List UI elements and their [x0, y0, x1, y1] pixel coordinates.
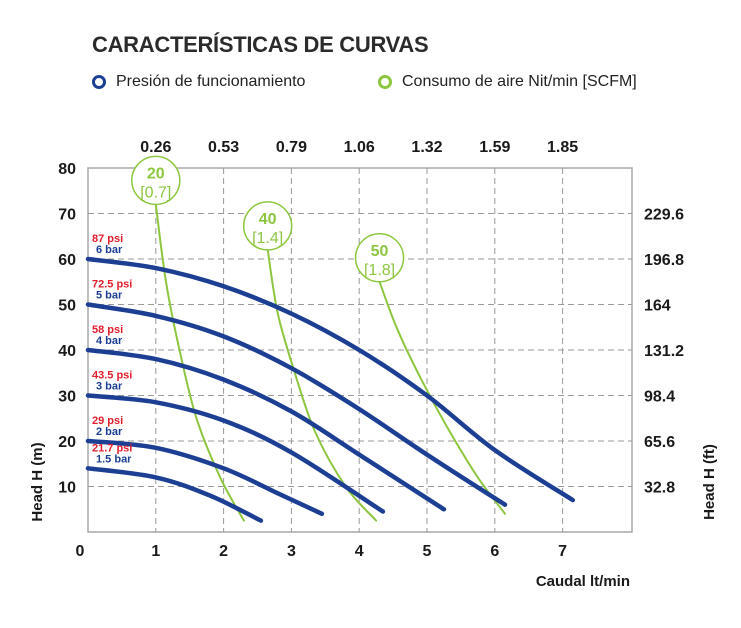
air-bubble-sublabel: [1.8] — [364, 262, 395, 279]
pressure-curve-6bar — [85, 256, 576, 503]
pressure-curve-5bar — [85, 302, 508, 507]
pressure-psi-label: 87 psi — [92, 233, 123, 245]
pressure-bar-label: 3 bar — [96, 381, 123, 393]
pressure-psi-label: 72.5 psi — [92, 279, 132, 291]
air-bubble-label: 20 — [147, 165, 165, 182]
right-tick-label: 65.6 — [644, 434, 675, 451]
right-tick-label: 164 — [644, 298, 671, 315]
top-tick-label: 1.85 — [547, 139, 578, 156]
y-tick-label: 40 — [58, 343, 76, 360]
pressure-psi-label: 29 psi — [92, 415, 123, 427]
pressure-curve-4bar — [85, 347, 447, 512]
air-bubble-label: 50 — [371, 243, 389, 260]
top-tick-label: 0.53 — [208, 139, 239, 156]
y-tick-label: 50 — [58, 298, 76, 315]
x-tick-label: 1 — [151, 543, 160, 560]
y2-axis-label: Head H (ft) — [701, 444, 718, 520]
y-tick-label: 70 — [58, 207, 76, 224]
x-tick-label: 0 — [76, 543, 85, 560]
pressure-curve-3bar — [85, 393, 386, 514]
y-tick-label: 10 — [58, 480, 76, 497]
y-tick-label: 80 — [58, 161, 76, 178]
pressure-curve-2bar — [85, 438, 325, 517]
pressure-bar-label: 6 bar — [96, 244, 123, 256]
pressure-curve-1.5bar — [85, 466, 264, 523]
legend-label-pressure: Presión de funcionamiento — [116, 73, 306, 90]
air-bubble-sublabel: [0.7] — [140, 184, 171, 201]
pressure-bar-label: 1.5 bar — [96, 453, 132, 465]
y-tick-label: 30 — [58, 389, 76, 406]
pressure-bar-label: 5 bar — [96, 290, 123, 302]
pressure-bar-label: 4 bar — [96, 335, 123, 347]
right-tick-label: 229.6 — [644, 207, 684, 224]
pressure-psi-label: 21.7 psi — [92, 442, 132, 454]
blue-ring-icon — [92, 75, 106, 89]
right-tick-label: 196.8 — [644, 252, 684, 269]
legend-item-pressure: Presión de funcionamiento — [92, 70, 305, 94]
green-ring-icon — [378, 75, 392, 89]
y-tick-label: 60 — [58, 252, 76, 269]
air-bubble — [242, 201, 293, 251]
right-tick-label: 98.4 — [644, 389, 675, 406]
x-tick-label: 2 — [219, 543, 228, 560]
x-tick-label: 7 — [558, 543, 567, 560]
x-tick-label: 6 — [490, 543, 499, 560]
legend-label-air: Consumo de aire Nit/min [SCFM] — [402, 73, 637, 90]
top-tick-label: 0.26 — [140, 139, 171, 156]
top-tick-label: 1.59 — [479, 139, 510, 156]
top-tick-label: 1.06 — [344, 139, 375, 156]
y-tick-label: 20 — [58, 434, 76, 451]
grid-lines — [88, 168, 632, 532]
x-tick-label: 5 — [423, 543, 432, 560]
x-axis-label: Caudal lt/min — [536, 573, 630, 590]
air-bubble — [354, 233, 405, 283]
pressure-bar-label: 2 bar — [96, 426, 123, 438]
pressure-psi-label: 58 psi — [92, 324, 123, 336]
chart-title: CARACTERÍSTICAS DE CURVAS — [92, 32, 429, 57]
air-bubble — [131, 155, 181, 206]
air-bubble-label: 40 — [259, 211, 277, 228]
y-axis-label: Head H (m) — [29, 442, 46, 521]
pressure-psi-label: 43.5 psi — [92, 370, 132, 382]
air-bubble-sublabel: [1.4] — [252, 230, 283, 247]
right-tick-label: 131.2 — [644, 343, 684, 360]
x-tick-label: 4 — [355, 543, 364, 560]
top-tick-label: 0.79 — [276, 139, 307, 156]
legend-item-air: Consumo de aire Nit/min [SCFM] — [378, 70, 637, 94]
right-tick-label: 32.8 — [644, 480, 675, 497]
top-tick-label: 1.32 — [411, 139, 442, 156]
x-tick-label: 3 — [287, 543, 296, 560]
